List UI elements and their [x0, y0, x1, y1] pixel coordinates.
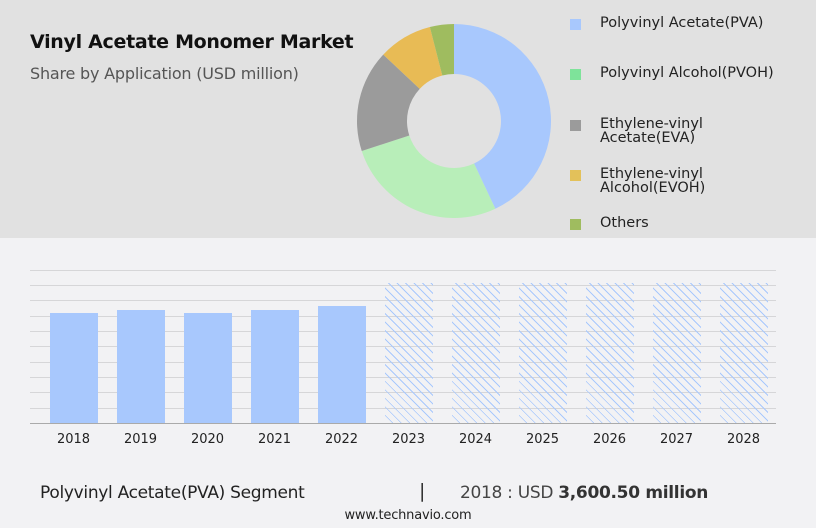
- forecast-bar-2028: [719, 283, 768, 423]
- chart-title: Vinyl Acetate Monomer Market: [30, 31, 354, 53]
- x-tick-label: 2023: [391, 432, 426, 447]
- x-tick-label: 2022: [324, 432, 359, 447]
- x-tick-label: 2021: [257, 432, 292, 447]
- x-tick-label: 2027: [659, 432, 694, 447]
- donut-slice: [429, 24, 454, 76]
- x-tick-label: 2024: [458, 432, 493, 447]
- x-tick-label: 2019: [123, 432, 158, 447]
- legend-label: Polyvinyl Alcohol(PVOH): [600, 65, 774, 81]
- legend-item-eva: Ethylene-vinyl Acetate(EVA): [570, 117, 720, 145]
- header-panel: Vinyl Acetate Monomer Market Share by Ap…: [0, 0, 816, 238]
- x-tick-label: 2028: [726, 432, 761, 447]
- chart-subtitle: Share by Application (USD million): [30, 64, 299, 83]
- value-highlight: 3,600.50 million: [558, 483, 709, 503]
- legend-item-evoh: Ethylene-vinyl Alcohol(EVOH): [570, 167, 720, 195]
- legend-label: Polyvinyl Acetate(PVA): [600, 15, 764, 31]
- legend-label: Others: [600, 215, 649, 231]
- bar-2020: [183, 312, 232, 423]
- legend-swatch: [570, 170, 581, 181]
- legend-item-others: Others: [570, 216, 800, 230]
- segment-value: 2018 : USD 3,600.50 million: [460, 483, 709, 503]
- x-tick-label: 2026: [592, 432, 627, 447]
- bar-2022: [317, 305, 366, 423]
- forecast-bar-2026: [585, 283, 634, 423]
- legend-item-pva: Polyvinyl Acetate(PVA): [570, 16, 800, 30]
- forecast-bar-2023: [384, 283, 433, 423]
- x-tick-label: 2020: [190, 432, 225, 447]
- donut-slice: [361, 135, 496, 218]
- bar-2018: [49, 312, 98, 423]
- legend-label: Ethylene-vinyl Alcohol(EVOH): [600, 166, 706, 196]
- legend-swatch: [570, 219, 581, 230]
- separator: |: [419, 480, 426, 502]
- legend: Polyvinyl Acetate(PVA) Polyvinyl Alcohol…: [570, 0, 810, 238]
- legend-swatch: [570, 19, 581, 30]
- source-url: www.technavio.com: [344, 508, 472, 523]
- legend-item-pvoh: Polyvinyl Alcohol(PVOH): [570, 66, 800, 80]
- forecast-bar-2027: [652, 283, 701, 423]
- x-tick-label: 2025: [525, 432, 560, 447]
- donut-slice: [383, 27, 443, 89]
- legend-swatch: [570, 120, 581, 131]
- forecast-bar-2024: [451, 283, 500, 423]
- x-axis: [30, 423, 776, 424]
- bar-2019: [116, 309, 165, 423]
- forecast-bar-2025: [518, 283, 567, 423]
- bar-2021: [250, 309, 299, 423]
- legend-label: Ethylene-vinyl Acetate(EVA): [600, 116, 703, 146]
- donut-slice: [357, 54, 420, 151]
- x-tick-label: 2018: [56, 432, 91, 447]
- legend-swatch: [570, 69, 581, 80]
- donut-chart: [357, 24, 551, 218]
- segment-label: Polyvinyl Acetate(PVA) Segment: [40, 483, 305, 503]
- gridline: [30, 270, 776, 271]
- donut-slice: [454, 24, 551, 209]
